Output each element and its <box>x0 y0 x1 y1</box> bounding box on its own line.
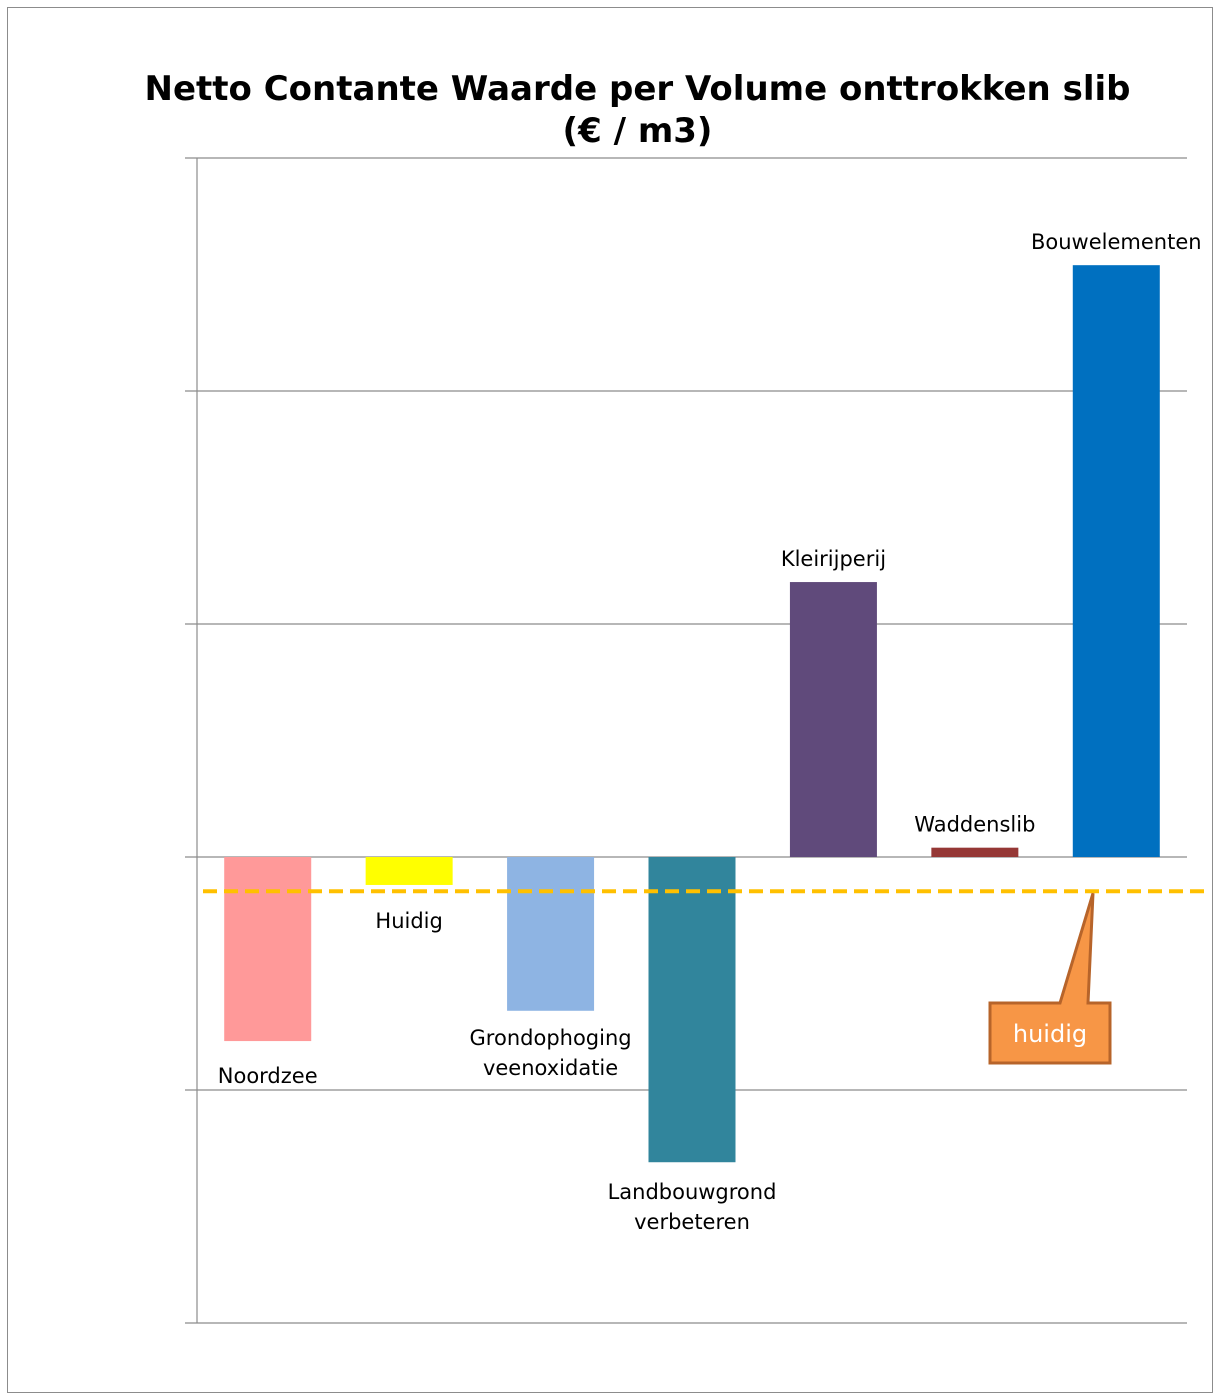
bar-label: veenoxidatie <box>483 1056 618 1080</box>
callout-group: huidig <box>988 892 1112 1065</box>
chart-title: Netto Contante Waarde per Volume onttrok… <box>0 68 1215 152</box>
chart-title-line1: Netto Contante Waarde per Volume onttrok… <box>144 69 1131 109</box>
bar <box>789 582 877 857</box>
bar-labels: Noordzee Huidig Grondophoging veenoxidatie L… <box>218 230 1202 1234</box>
chart-title-line2: (€ / m3) <box>562 111 713 151</box>
bar-label: Bouwelementen <box>1031 230 1202 254</box>
bar <box>648 857 736 1163</box>
bar-label: Noordzee <box>218 1064 318 1088</box>
bar <box>224 857 312 1042</box>
bar-label: Huidig <box>375 909 442 933</box>
bar <box>931 847 1019 857</box>
callout-text: huidig <box>1013 1020 1087 1048</box>
bar <box>365 857 453 885</box>
bar-label: Waddenslib <box>914 813 1035 837</box>
bar <box>507 857 595 1011</box>
chart-frame <box>7 7 1213 1393</box>
bar <box>1072 265 1160 857</box>
bar-label: Landbouwgrond <box>608 1180 777 1204</box>
bar-label: Grondophoging <box>470 1026 632 1050</box>
bar-label: Kleirijperij <box>781 547 886 571</box>
bars <box>224 265 1160 1163</box>
bar-label: verbeteren <box>634 1210 750 1234</box>
callout-box <box>988 892 1112 1065</box>
